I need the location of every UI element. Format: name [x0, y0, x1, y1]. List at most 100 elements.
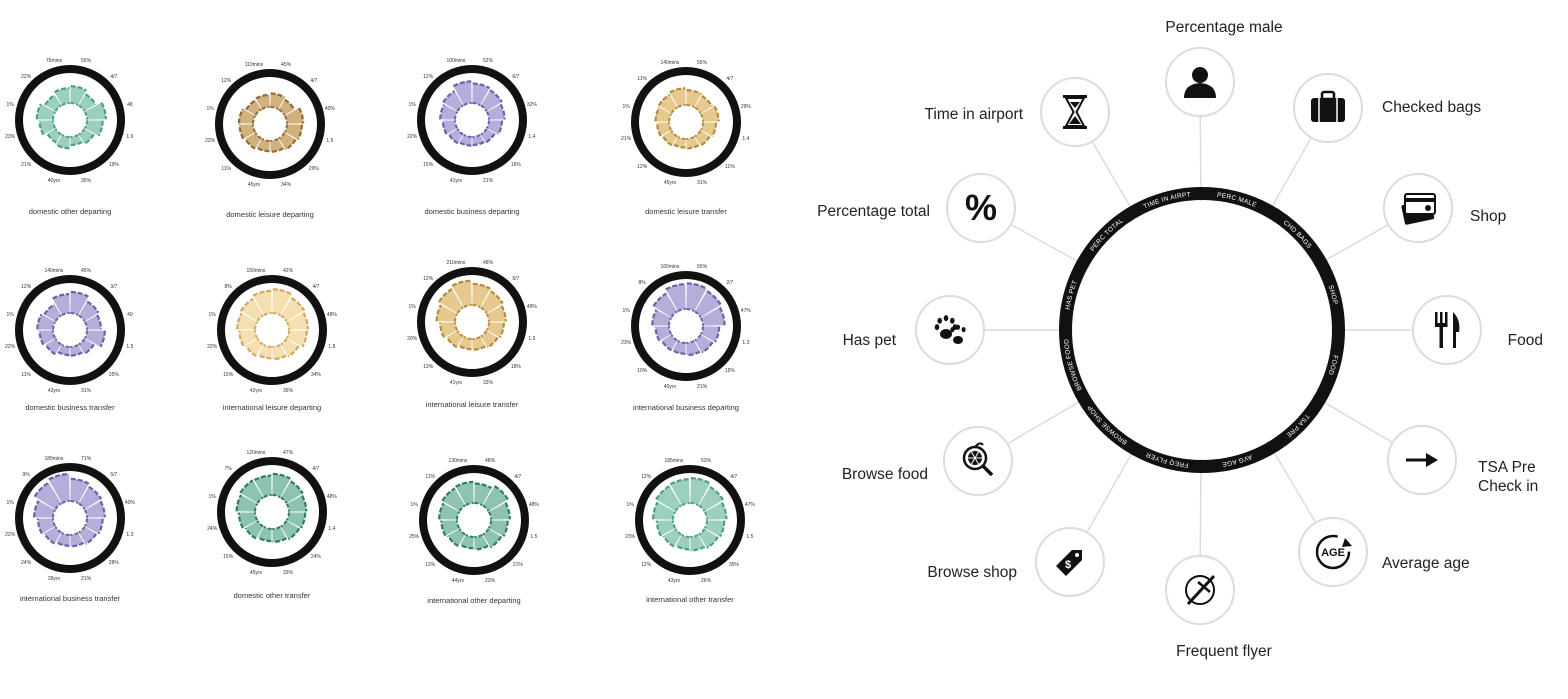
legend-label: Checked bags: [1382, 99, 1481, 116]
legend-label: Browse food: [842, 466, 928, 483]
bar-edge: [713, 105, 720, 122]
bar-edge: [714, 326, 721, 343]
bar: [78, 526, 97, 545]
bar: [34, 500, 56, 518]
legend-label: Percentage male: [1165, 19, 1282, 36]
inner-edge: [681, 502, 690, 507]
tick-label: 53%: [701, 458, 712, 464]
bar-edge: [472, 140, 485, 147]
tick-label: 48: [127, 102, 133, 108]
bar-edge: [43, 532, 56, 545]
bar: [246, 100, 262, 116]
bar: [37, 314, 56, 330]
chart-title: international other departing: [427, 596, 520, 605]
tick-label: 1%: [626, 502, 634, 508]
bar-edge: [447, 133, 459, 145]
inner-edge: [78, 128, 86, 136]
bar-edge: [244, 138, 256, 150]
tick-label: 1.8: [328, 344, 335, 350]
legend-label: Average age: [1382, 555, 1470, 572]
legend-label: Time in airport: [925, 106, 1024, 123]
inner-edge: [61, 312, 70, 317]
inner-edge: [78, 526, 86, 534]
inner-edge: [54, 502, 62, 510]
bar: [258, 344, 272, 359]
bar: [70, 86, 87, 106]
bar-edge: [235, 494, 243, 512]
radial-chart-6: 150mins 42% 4/7 48% 1.8 34% 36% 42yrs 15% 22% 1% 8%…: [207, 268, 337, 412]
bar-edge: [33, 481, 50, 498]
icon-circle: [1040, 77, 1110, 147]
inner-edge: [278, 108, 286, 116]
inner-edge: [254, 321, 259, 330]
bar: [460, 534, 474, 549]
bar-edge: [257, 353, 272, 360]
inner-edge: [699, 317, 704, 326]
bar: [440, 322, 458, 338]
bar: [238, 512, 258, 529]
legend-label: Has pet: [843, 332, 897, 349]
inner-edge: [487, 511, 492, 520]
ring: [15, 463, 125, 573]
tick-label: 48%: [327, 494, 338, 500]
bar-edge: [500, 305, 507, 322]
legend-item: Shop: [1383, 173, 1506, 243]
icon-circle: [915, 295, 985, 365]
percent-icon: %: [965, 187, 997, 228]
inner-edge: [285, 330, 290, 339]
legend-item: Checked bags: [1293, 73, 1481, 143]
tick-label: 47%: [745, 502, 756, 508]
bar-edge: [256, 146, 270, 153]
tick-label: 16%: [511, 162, 522, 168]
bar-edge: [489, 535, 503, 549]
bar-edge: [272, 354, 287, 361]
bar: [440, 104, 458, 120]
bar-edge: [442, 90, 456, 104]
inner-edge: [54, 314, 62, 322]
bar-edge: [300, 512, 307, 529]
bar-edge: [669, 478, 690, 486]
tick-label: 1.5: [126, 344, 133, 350]
radial-chart-7: 210mins 48% 5/7 49% 1.6 18% 33% 41yrs 13% 20% 1% 12…: [407, 260, 537, 409]
tick-label: 110mins: [245, 62, 264, 68]
radial-chart-2: 110mins 45% 4/7 40% 1.5 29% 34% 45yrs 11% 22% 1% 12…: [205, 62, 335, 219]
tick-label: 1%: [206, 106, 214, 112]
legend-item: Browse food: [842, 426, 1013, 496]
inner-edge: [465, 502, 474, 507]
bar-edge: [255, 93, 270, 100]
bar-edge: [502, 520, 509, 537]
bar: [486, 322, 504, 338]
tick-label: 45yrs: [664, 180, 677, 186]
inner-edge: [458, 528, 466, 536]
bar-edge: [70, 140, 83, 147]
bar: [452, 280, 472, 308]
svg-text:%: %: [965, 187, 997, 228]
bar: [694, 334, 713, 353]
inner-edge: [463, 133, 472, 138]
tick-label: 1.5: [326, 138, 333, 144]
inner-edge: [456, 520, 461, 529]
tick-label: 4/7: [312, 284, 319, 290]
inner-edge: [668, 113, 673, 122]
tick-label: 1%: [208, 312, 216, 318]
bar-edge: [675, 544, 690, 551]
tick-label: 100mins: [447, 58, 466, 64]
bar: [39, 120, 56, 135]
inner-edge: [70, 312, 79, 317]
bar-edge: [656, 122, 662, 137]
inner-edge: [52, 330, 57, 339]
tick-label: 120mins: [247, 450, 266, 456]
bar: [672, 340, 686, 354]
ring: [217, 275, 327, 385]
tick-label: 1%: [6, 102, 14, 108]
inner-edge: [677, 104, 686, 109]
tick-label: 22%: [5, 532, 16, 538]
bar-edge: [686, 282, 708, 290]
bar-edge: [272, 537, 287, 544]
bar: [272, 473, 291, 498]
inner-edge: [703, 520, 708, 529]
radial-chart-4: 140mins 55% 4/7 29% 1.4 11% 31% 45yrs 12% 21% 1% 11…: [621, 60, 751, 216]
bar-edge: [440, 520, 447, 537]
bar: [486, 104, 505, 120]
